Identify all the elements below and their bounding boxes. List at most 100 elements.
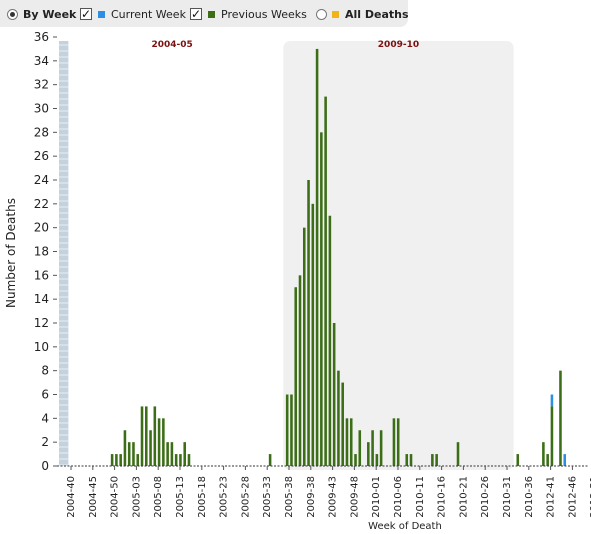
bar-previous-weeks <box>546 454 549 466</box>
x-tick-label: 2010-26 <box>480 476 491 518</box>
y-tick-label: 18 <box>34 245 49 259</box>
season-label: 2004-05 <box>151 40 192 50</box>
bar-previous-weeks <box>153 406 157 466</box>
x-tick-label: 2005-28 <box>240 476 251 518</box>
y-tick-label: 22 <box>34 197 49 211</box>
y-tick-label: 30 <box>34 102 49 116</box>
bar-previous-weeks <box>354 454 357 466</box>
by-week-radio[interactable]: By Week <box>7 6 76 22</box>
x-tick-label: 2010-01 <box>371 476 382 518</box>
all-deaths-radio[interactable]: All Deaths <box>316 6 409 22</box>
bar-previous-weeks <box>320 132 323 467</box>
checkbox-checked-icon: ✓ <box>190 7 202 21</box>
bar-previous-weeks <box>315 48 319 467</box>
bar-current-week <box>563 454 567 466</box>
x-tick-label: 2010-06 <box>393 476 404 518</box>
bar-previous-weeks <box>285 394 289 466</box>
bar-previous-weeks <box>337 370 340 466</box>
x-tick-label: 2005-23 <box>219 476 230 518</box>
bar-previous-weeks <box>332 323 336 466</box>
x-tick-label: 2009-43 <box>328 476 339 518</box>
y-tick-label: 16 <box>34 268 49 282</box>
current-week-toggle[interactable]: ✓ Current Week <box>80 6 186 22</box>
x-tick-label: 2004-40 <box>66 476 77 518</box>
bar-previous-weeks <box>405 454 409 466</box>
x-tick-label: 2004-45 <box>88 476 99 518</box>
x-tick-label: 2009-38 <box>306 476 317 518</box>
x-tick-label: 2005-08 <box>153 476 164 518</box>
previous-weeks-swatch <box>208 10 215 18</box>
y-tick-label: 8 <box>41 364 49 378</box>
y-tick-label: 36 <box>34 30 49 44</box>
bar-previous-weeks <box>396 418 400 466</box>
y-tick-label: 6 <box>41 388 49 402</box>
bar-previous-weeks <box>298 275 302 466</box>
bar-previous-weeks <box>379 430 383 466</box>
x-tick-label: 2010-31 <box>502 476 513 518</box>
bar-previous-weeks <box>145 406 148 466</box>
y-tick-label: 24 <box>34 173 49 187</box>
by-week-label: By Week <box>23 7 77 21</box>
y-tick-label: 32 <box>34 78 49 92</box>
y-tick-label: 26 <box>34 149 49 163</box>
bar-previous-weeks <box>302 227 306 466</box>
x-tick-label: 2005-38 <box>284 476 295 518</box>
bar-previous-weeks <box>371 430 374 466</box>
previous-weeks-toggle[interactable]: ✓ Previous Weeks <box>190 6 307 22</box>
radio-selected-icon <box>7 8 18 20</box>
bar-previous-weeks <box>140 406 144 466</box>
x-tick-label: 2009-48 <box>349 476 360 518</box>
bar-previous-weeks <box>157 418 161 466</box>
x-tick-label: 2010-11 <box>415 476 426 518</box>
x-tick-label: 2010-21 <box>458 476 469 518</box>
bar-previous-weeks <box>123 430 127 466</box>
x-tick-label: 2005-18 <box>197 476 208 518</box>
bar-previous-weeks <box>115 454 118 466</box>
bar-previous-weeks <box>162 418 165 466</box>
x-tick-label: 2012-41 <box>546 476 557 518</box>
x-tick-label: 2012-46 <box>567 476 578 518</box>
y-tick-label: 28 <box>34 125 49 139</box>
x-tick-label: 2004-50 <box>110 476 121 518</box>
bar-previous-weeks <box>358 430 362 466</box>
x-tick-label: 2005-03 <box>131 476 142 518</box>
season-label: 2009-10 <box>378 40 419 50</box>
bar-previous-weeks <box>187 454 191 466</box>
y-tick-label: 14 <box>34 292 49 306</box>
bar-previous-weeks <box>136 454 140 466</box>
bar-previous-weeks <box>375 454 379 466</box>
previous-weeks-label: Previous Weeks <box>221 7 307 21</box>
bar-previous-weeks <box>132 442 135 466</box>
x-tick-label: 2012-51 <box>589 476 591 518</box>
current-week-swatch <box>98 10 105 18</box>
y-axis-title: Number of Deaths <box>4 198 18 308</box>
bar-previous-weeks <box>341 382 344 466</box>
y-tick-label: 12 <box>34 316 49 330</box>
bar-previous-weeks <box>311 203 315 467</box>
x-tick-label: 2010-36 <box>524 476 535 518</box>
bar-previous-weeks <box>516 454 520 466</box>
bar-previous-weeks <box>456 442 460 466</box>
current-week-label: Current Week <box>111 7 186 21</box>
bar-previous-weeks <box>149 430 152 466</box>
bar-previous-weeks <box>179 454 182 466</box>
bar-previous-weeks <box>559 370 562 466</box>
bar-previous-weeks <box>345 418 349 466</box>
y-tick-label: 0 <box>41 459 49 473</box>
bar-previous-weeks <box>392 418 396 466</box>
bar-previous-weeks <box>409 454 413 466</box>
y-tick-label: 4 <box>41 411 49 425</box>
bar-previous-weeks <box>550 406 554 466</box>
bar-previous-weeks <box>127 442 131 466</box>
bar-previous-weeks <box>435 454 438 466</box>
y-tick-label: 34 <box>34 54 49 68</box>
bar-previous-weeks <box>542 442 545 466</box>
bar-previous-weeks <box>324 96 327 466</box>
x-tick-label: 2005-33 <box>262 476 273 518</box>
bar-previous-weeks <box>183 442 186 466</box>
bar-previous-weeks <box>431 454 434 466</box>
radio-unselected-icon <box>316 8 327 20</box>
y-tick-label: 20 <box>34 221 49 235</box>
season-shade-1 <box>283 41 514 470</box>
